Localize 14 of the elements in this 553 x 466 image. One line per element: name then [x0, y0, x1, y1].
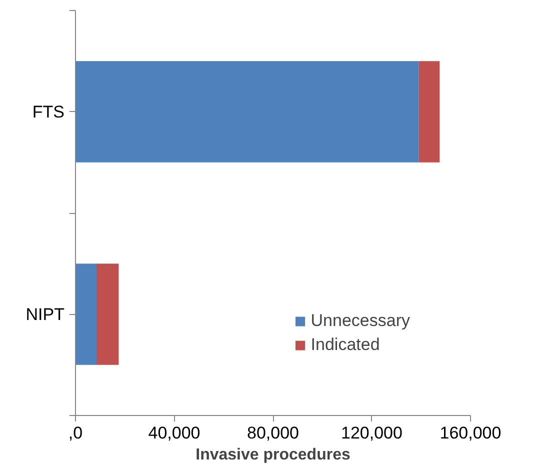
- bar: [76, 61, 419, 162]
- bar: [96, 264, 119, 365]
- legend-label: Unnecessary: [310, 311, 410, 331]
- x-tick-label: 120,000: [341, 424, 402, 442]
- x-tick-label: 160,000: [440, 424, 502, 442]
- bar: [418, 61, 440, 162]
- bar: [76, 264, 96, 365]
- y-tick-label: FTS: [32, 102, 64, 122]
- y-tick-label: NIPT: [26, 304, 65, 324]
- x-axis-title: Invasive procedures: [196, 446, 350, 464]
- legend-label: Indicated: [310, 335, 380, 355]
- x-tick-label: ,0: [68, 424, 83, 442]
- x-tick-label: 40,000: [148, 424, 200, 442]
- x-tick-label: 80,000: [247, 424, 299, 442]
